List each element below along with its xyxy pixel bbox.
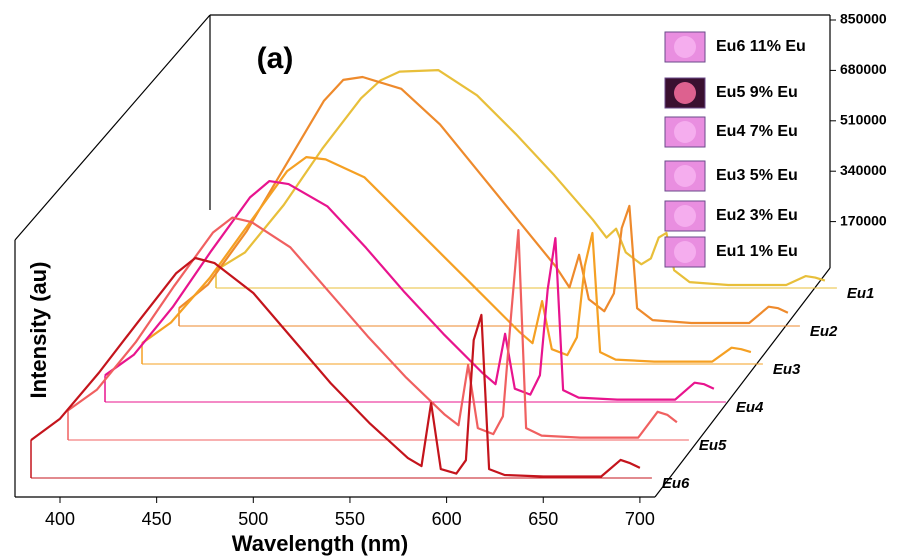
legend-label: Eu2 3% Eu (716, 207, 798, 224)
series-line (30, 256, 641, 478)
y-axis-label: Intensity (au) (26, 262, 51, 399)
x-tick-label: 650 (528, 509, 558, 529)
x-tick-label: 600 (432, 509, 462, 529)
plot-area (30, 69, 837, 479)
x-tick-label: 500 (238, 509, 268, 529)
x-tick-label: 550 (335, 509, 365, 529)
legend-swatch-glow (674, 165, 696, 187)
legend-swatch-glow (674, 205, 696, 227)
series-line (67, 216, 678, 439)
frame (14, 14, 831, 498)
depth-label: Eu3 (773, 361, 801, 378)
depth-label: Eu4 (736, 399, 764, 416)
legend-swatch-glow (674, 82, 696, 104)
y-tick-label: 340000 (840, 162, 887, 178)
panel-label: (a) (257, 42, 294, 75)
y-tick-label: 170000 (840, 212, 887, 228)
legend-label: Eu4 7% Eu (716, 123, 798, 140)
legend-label: Eu3 5% Eu (716, 167, 798, 184)
series-line (104, 180, 715, 401)
legend-label: Eu6 11% Eu (716, 38, 806, 55)
legend-label: Eu1 1% Eu (716, 243, 798, 260)
y-tick-label: 680000 (840, 61, 887, 77)
series-line (178, 75, 789, 325)
x-axis-label: Wavelength (nm) (232, 531, 408, 556)
legend-swatch-glow (674, 36, 696, 58)
legend-swatch-glow (674, 121, 696, 143)
depth-label: Eu1 (847, 285, 875, 302)
y-tick-label: 850000 (840, 11, 887, 27)
x-tick-label: 400 (45, 509, 75, 529)
series-line (141, 156, 752, 363)
x-tick-label: 700 (625, 509, 655, 529)
x-tick-label: 450 (142, 509, 172, 529)
y-tick-label: 510000 (840, 112, 887, 128)
depth-label: Eu6 (662, 475, 690, 492)
series-line (215, 69, 826, 287)
legend-label: Eu5 9% Eu (716, 84, 798, 101)
legend-swatch-glow (674, 241, 696, 263)
depth-label: Eu5 (699, 437, 727, 454)
depth-label: Eu2 (810, 323, 838, 340)
